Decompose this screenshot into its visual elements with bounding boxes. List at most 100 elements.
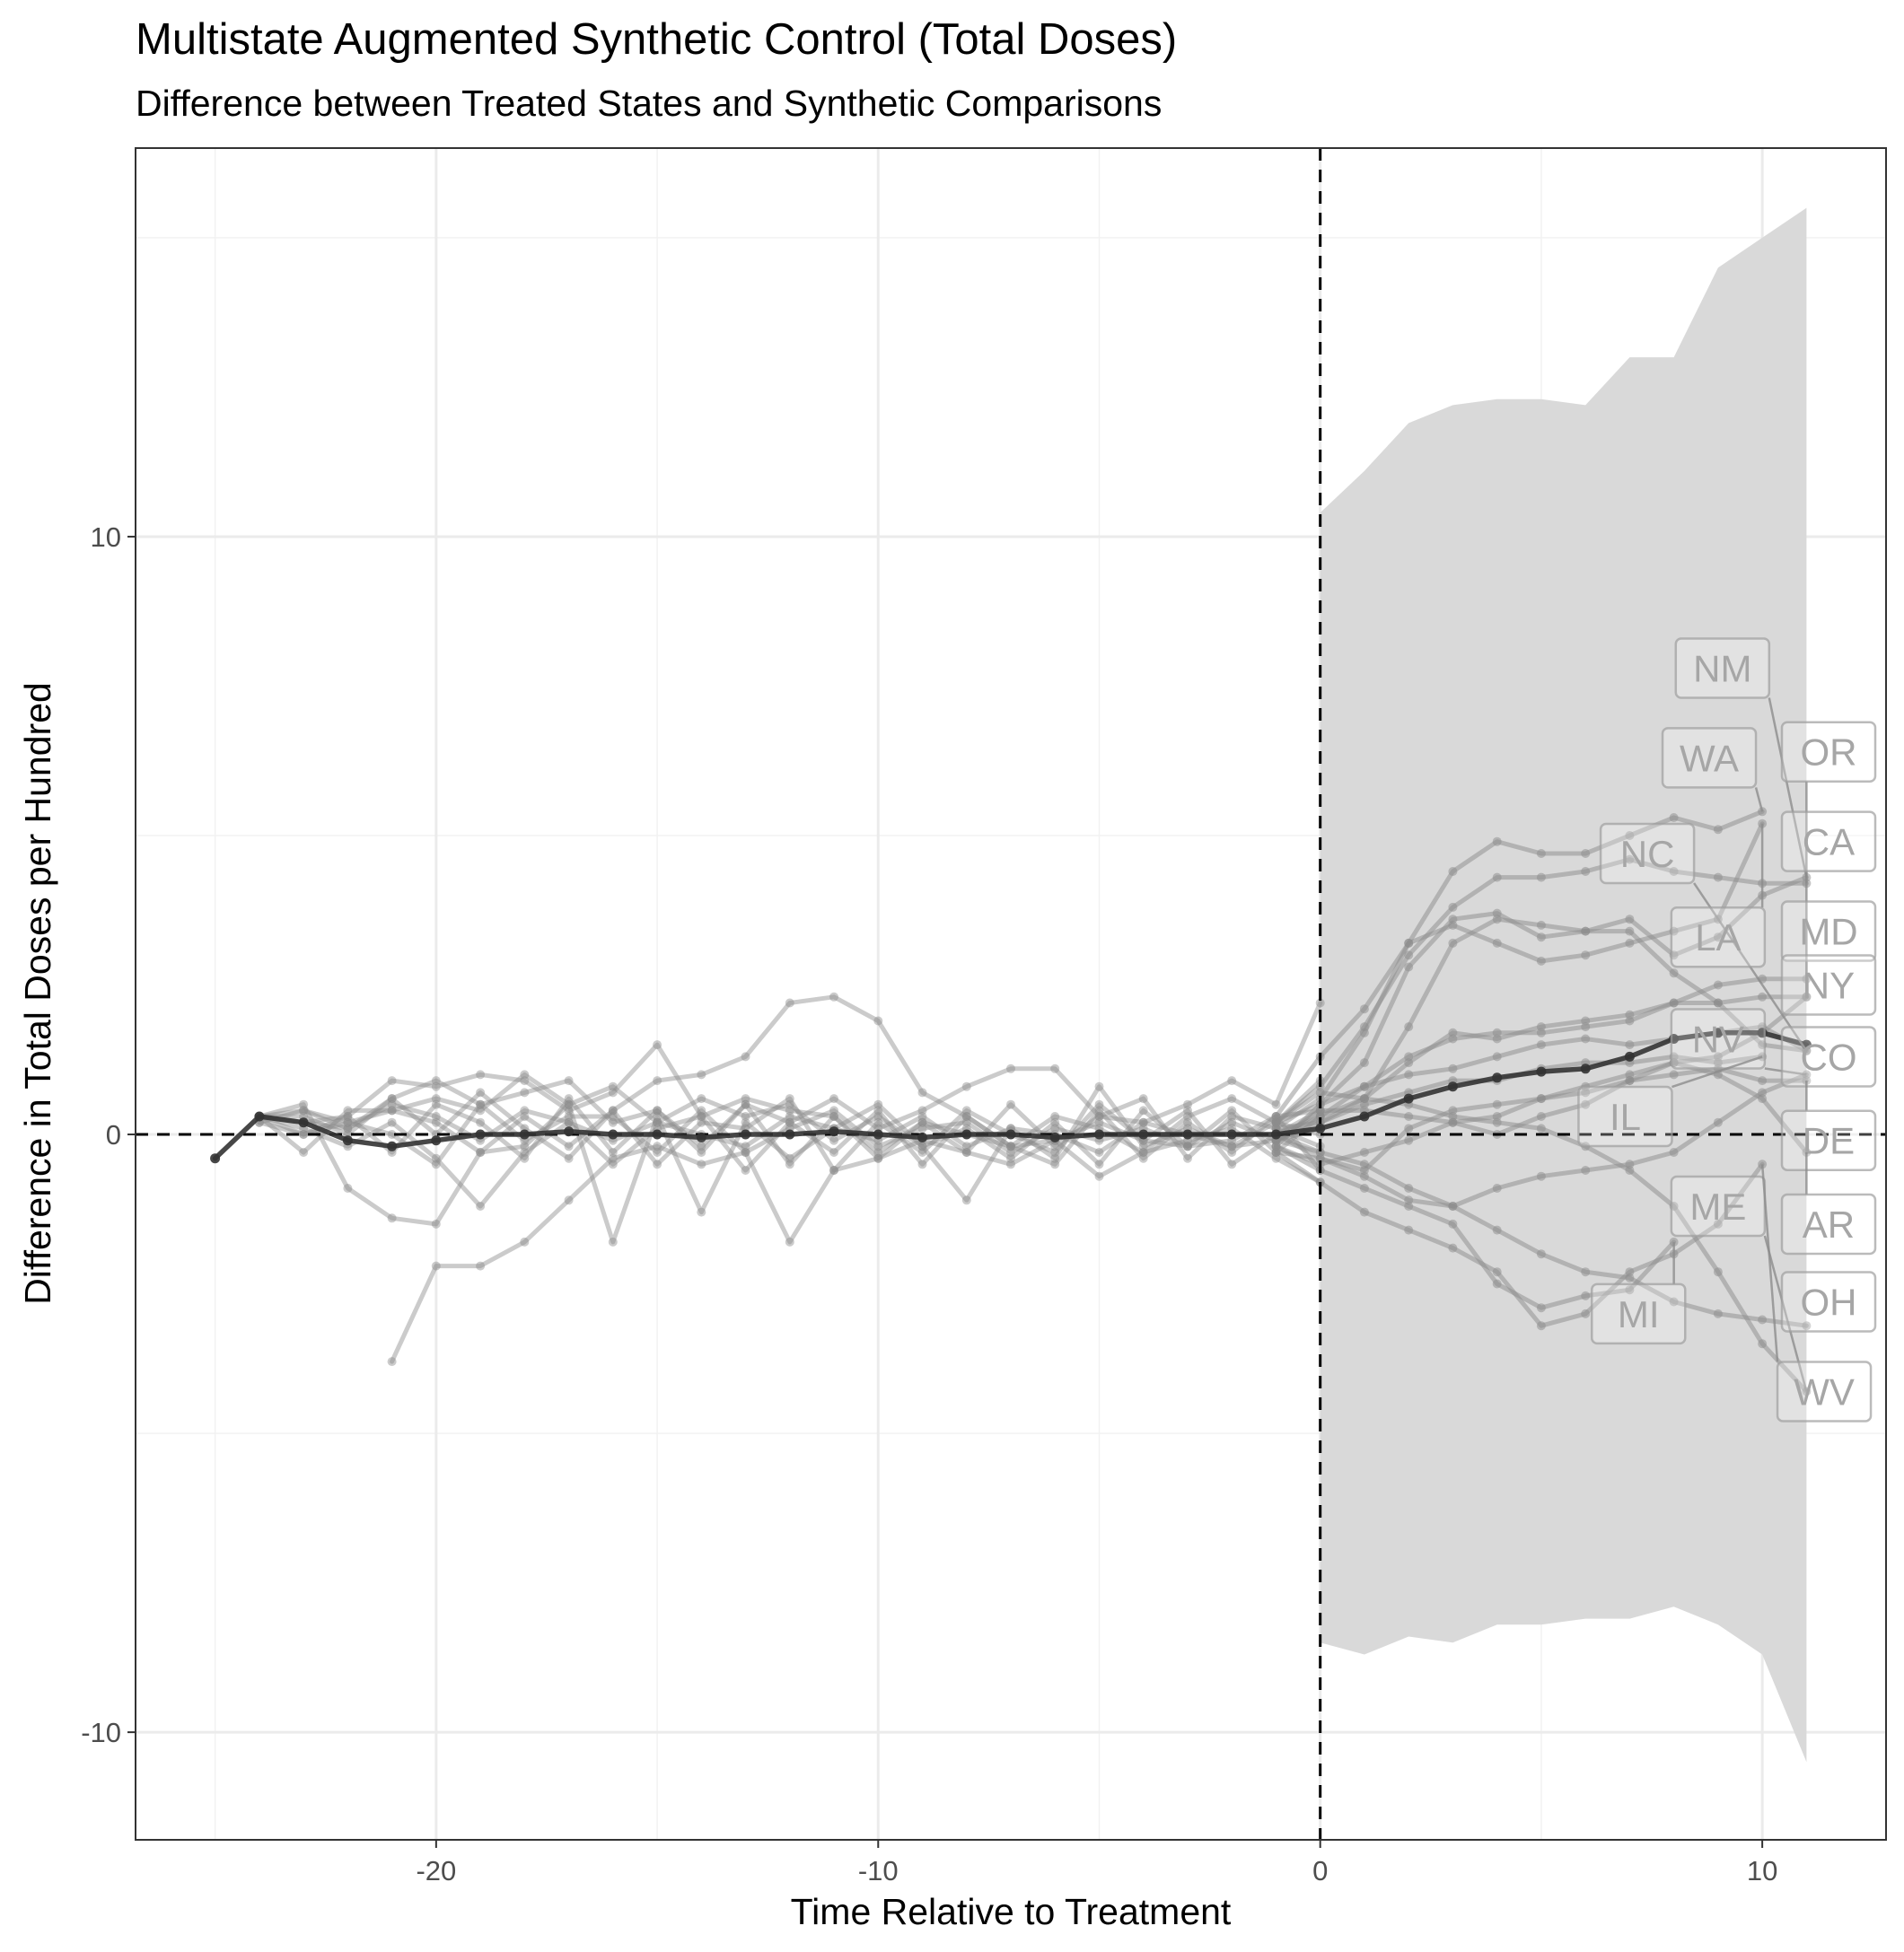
pretreatment-trace-point — [1094, 1171, 1104, 1181]
pretreatment-trace-point — [343, 1124, 353, 1134]
series-line-me-point — [1492, 1117, 1502, 1127]
state-label-co: CO — [1800, 1036, 1856, 1078]
pretreatment-trace-point — [608, 1112, 618, 1121]
series-line-or-point — [1404, 950, 1414, 960]
series-line-ar-point — [1758, 1094, 1768, 1104]
state-label-nv: NV — [1692, 1018, 1744, 1060]
series-line-oh-point — [1713, 1309, 1723, 1318]
pretreatment-trace-point — [785, 1112, 794, 1121]
series-line-mi-point — [1536, 1303, 1546, 1313]
pretreatment-trace-point — [564, 1153, 574, 1163]
pretreatment-trace-point — [476, 1261, 486, 1271]
pretreatment-trace-point — [1227, 1142, 1237, 1151]
pretreatment-trace-point — [564, 1106, 574, 1116]
series-line-oh-point — [1802, 1321, 1812, 1331]
pretreatment-trace-point — [431, 1261, 441, 1271]
pretreatment-trace-point — [343, 1184, 353, 1193]
series-line-nm-point — [1713, 932, 1723, 942]
series-line-wa-point — [1625, 831, 1635, 840]
average-line-point — [1271, 1129, 1281, 1140]
series-line-md-point — [1404, 1124, 1414, 1134]
average-line-point — [342, 1135, 353, 1146]
pretreatment-trace-point — [608, 1237, 618, 1247]
series-line-oh-point — [1492, 1225, 1502, 1235]
pretreatment-trace-point — [608, 1148, 618, 1157]
series-line-oh-point — [1359, 1160, 1369, 1169]
pretreatment-trace-point — [520, 1088, 530, 1098]
average-line-point — [608, 1129, 619, 1140]
state-label-nc: NC — [1620, 833, 1675, 875]
pretreatment-trace-point — [1138, 1148, 1148, 1157]
series-line-nc-point — [1359, 1058, 1369, 1068]
state-label-box-co — [1780, 1026, 1877, 1088]
confidence-band — [1320, 207, 1807, 1763]
average-line-point — [741, 1129, 750, 1140]
average-line-point — [298, 1117, 309, 1128]
series-line-de-point — [1669, 1070, 1679, 1080]
pretreatment-trace — [257, 1102, 1323, 1167]
series-line-co-point — [1404, 1070, 1414, 1080]
pretreatment-trace-point — [917, 1148, 927, 1157]
series-line-mi-point — [1669, 1237, 1679, 1247]
state-label-box-mi — [1590, 1282, 1687, 1345]
series-line-nm-point — [1536, 920, 1546, 930]
pretreatment-trace-point — [829, 1148, 838, 1157]
series-line-de-point — [1404, 1135, 1414, 1145]
state-label-nm: NM — [1693, 647, 1751, 689]
pretreatment-trace-point — [873, 1148, 883, 1157]
series-line-la-point — [1492, 938, 1502, 948]
pretreatment-trace-point — [1138, 1153, 1148, 1163]
series-line-md-point — [1492, 1099, 1502, 1109]
reference-lines — [136, 148, 1886, 1840]
pretreatment-trace-point — [431, 1081, 441, 1091]
pretreatment-trace-point — [520, 1148, 530, 1157]
pretreatment-trace-point — [476, 1202, 486, 1211]
pretreatment-trace-point — [917, 1112, 927, 1121]
pretreatment-trace-point — [1227, 1148, 1237, 1157]
pretreatment-trace-point — [1006, 1148, 1015, 1157]
average-line-point — [785, 1129, 795, 1140]
x-axis-title: Time Relative to Treatment — [791, 1891, 1232, 1932]
pretreatment-trace-point — [1006, 1142, 1015, 1151]
average-line-point — [1447, 1081, 1458, 1092]
series-line-wv-point — [1492, 1267, 1502, 1277]
pretreatment-trace-point — [387, 1130, 397, 1139]
series-line-oh-point — [1758, 1315, 1768, 1325]
state-label-box-ca — [1780, 810, 1877, 872]
state-label-box-nc — [1599, 822, 1696, 885]
pretreatment-trace-point — [1138, 1117, 1148, 1127]
pretreatment-trace-point — [564, 1142, 574, 1151]
pretreatment-trace-point — [873, 1117, 883, 1127]
series-line-or-point — [1581, 867, 1591, 876]
series-line-me-point — [1271, 1117, 1281, 1127]
series-line-mi-point — [1581, 1291, 1591, 1300]
pretreatment-trace-point — [1183, 1112, 1192, 1121]
pretreatment-trace-point — [1138, 1094, 1148, 1104]
pretreatment-trace-point — [785, 1117, 794, 1127]
pretreatment-trace-point — [476, 1117, 486, 1127]
pretreatment-trace-point — [1227, 1094, 1237, 1104]
pretreatment-trace-point — [1094, 1148, 1104, 1157]
series-line-de-point — [1581, 1088, 1591, 1098]
label-leader-wv — [1760, 1164, 1779, 1362]
average-line-point — [1182, 1129, 1193, 1140]
series-line-nc-point — [1581, 926, 1591, 936]
pretreatment-trace-point — [917, 1117, 927, 1127]
state-label-box-or — [1780, 721, 1877, 783]
pretreatment-trace-point — [1006, 1142, 1015, 1151]
pretreatment-trace-point — [1006, 1064, 1015, 1073]
label-leader-wa — [1754, 787, 1764, 812]
pretreatment-trace-point — [653, 1142, 662, 1151]
series-line-wv-point — [1758, 1160, 1768, 1169]
state-label-me: ME — [1689, 1186, 1746, 1228]
pretreatment-trace-point — [785, 1160, 794, 1169]
average-line-point — [1094, 1129, 1104, 1140]
state-label-ar: AR — [1803, 1204, 1855, 1246]
state-label-il: IL — [1610, 1096, 1641, 1138]
average-line-point — [652, 1129, 662, 1140]
series-line-mi-point — [1448, 1219, 1458, 1229]
pretreatment-trace-point — [564, 1076, 574, 1086]
x-tick-label: -20 — [416, 1855, 456, 1886]
series-line-or-point — [1669, 867, 1679, 876]
pretreatment-trace-point — [1094, 1099, 1104, 1109]
